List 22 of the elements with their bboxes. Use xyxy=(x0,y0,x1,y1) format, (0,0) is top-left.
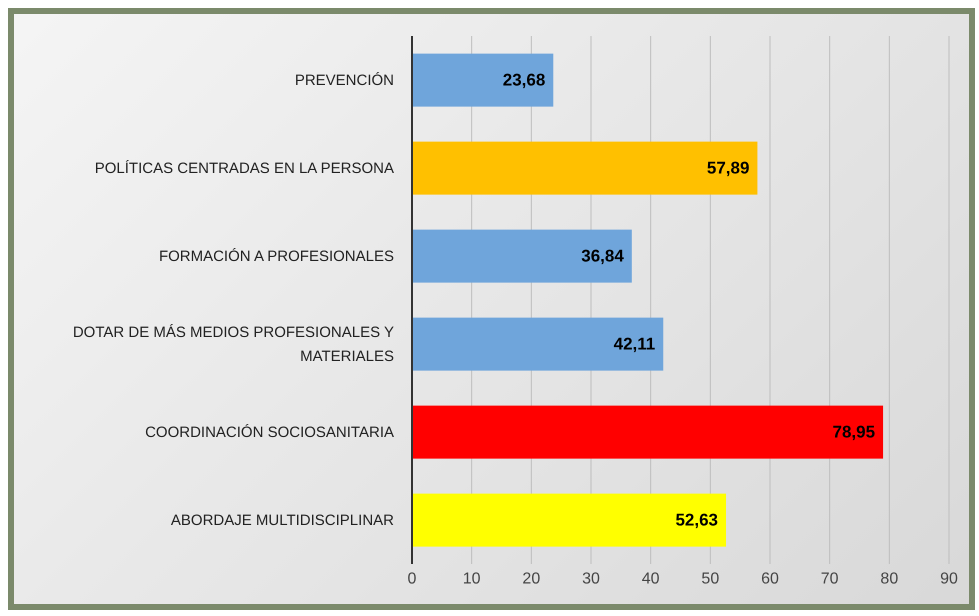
x-tick-label: 20 xyxy=(522,570,540,588)
x-tick-label: 90 xyxy=(940,570,958,588)
x-tick-label: 60 xyxy=(761,570,779,588)
y-tick-label: COORDINACIÓN SOCIOSANITARIA xyxy=(145,422,394,440)
x-tick-label: 70 xyxy=(820,570,839,588)
data-label: 23,68 xyxy=(502,70,546,90)
y-tick-label: DOTAR DE MÁS MEDIOS PROFESIONALES Y MATERIALES xyxy=(72,322,394,364)
data-label: 52,63 xyxy=(675,510,718,530)
x-tick-label: 10 xyxy=(462,570,481,588)
y-tick-label: POLÍTICAS CENTRADAS EN LA PERSONA xyxy=(94,158,394,176)
x-tick-label: 80 xyxy=(880,570,898,588)
x-tick-label: 50 xyxy=(701,570,720,588)
y-tick-label: PREVENCIÓN xyxy=(294,70,394,88)
x-tick-label: 30 xyxy=(582,570,600,588)
y-tick-label: ABORDAJE MULTIDISCIPLINAR xyxy=(170,512,394,528)
y-tick-label: FORMACIÓN A PROFESIONALES xyxy=(158,246,394,264)
x-tick-label: 0 xyxy=(408,570,417,588)
data-label: 42,11 xyxy=(614,334,656,354)
data-label: 57,89 xyxy=(706,158,750,178)
data-label: 78,95 xyxy=(832,422,876,442)
x-tick-label: 40 xyxy=(642,570,660,588)
data-label: 36,84 xyxy=(581,246,624,266)
